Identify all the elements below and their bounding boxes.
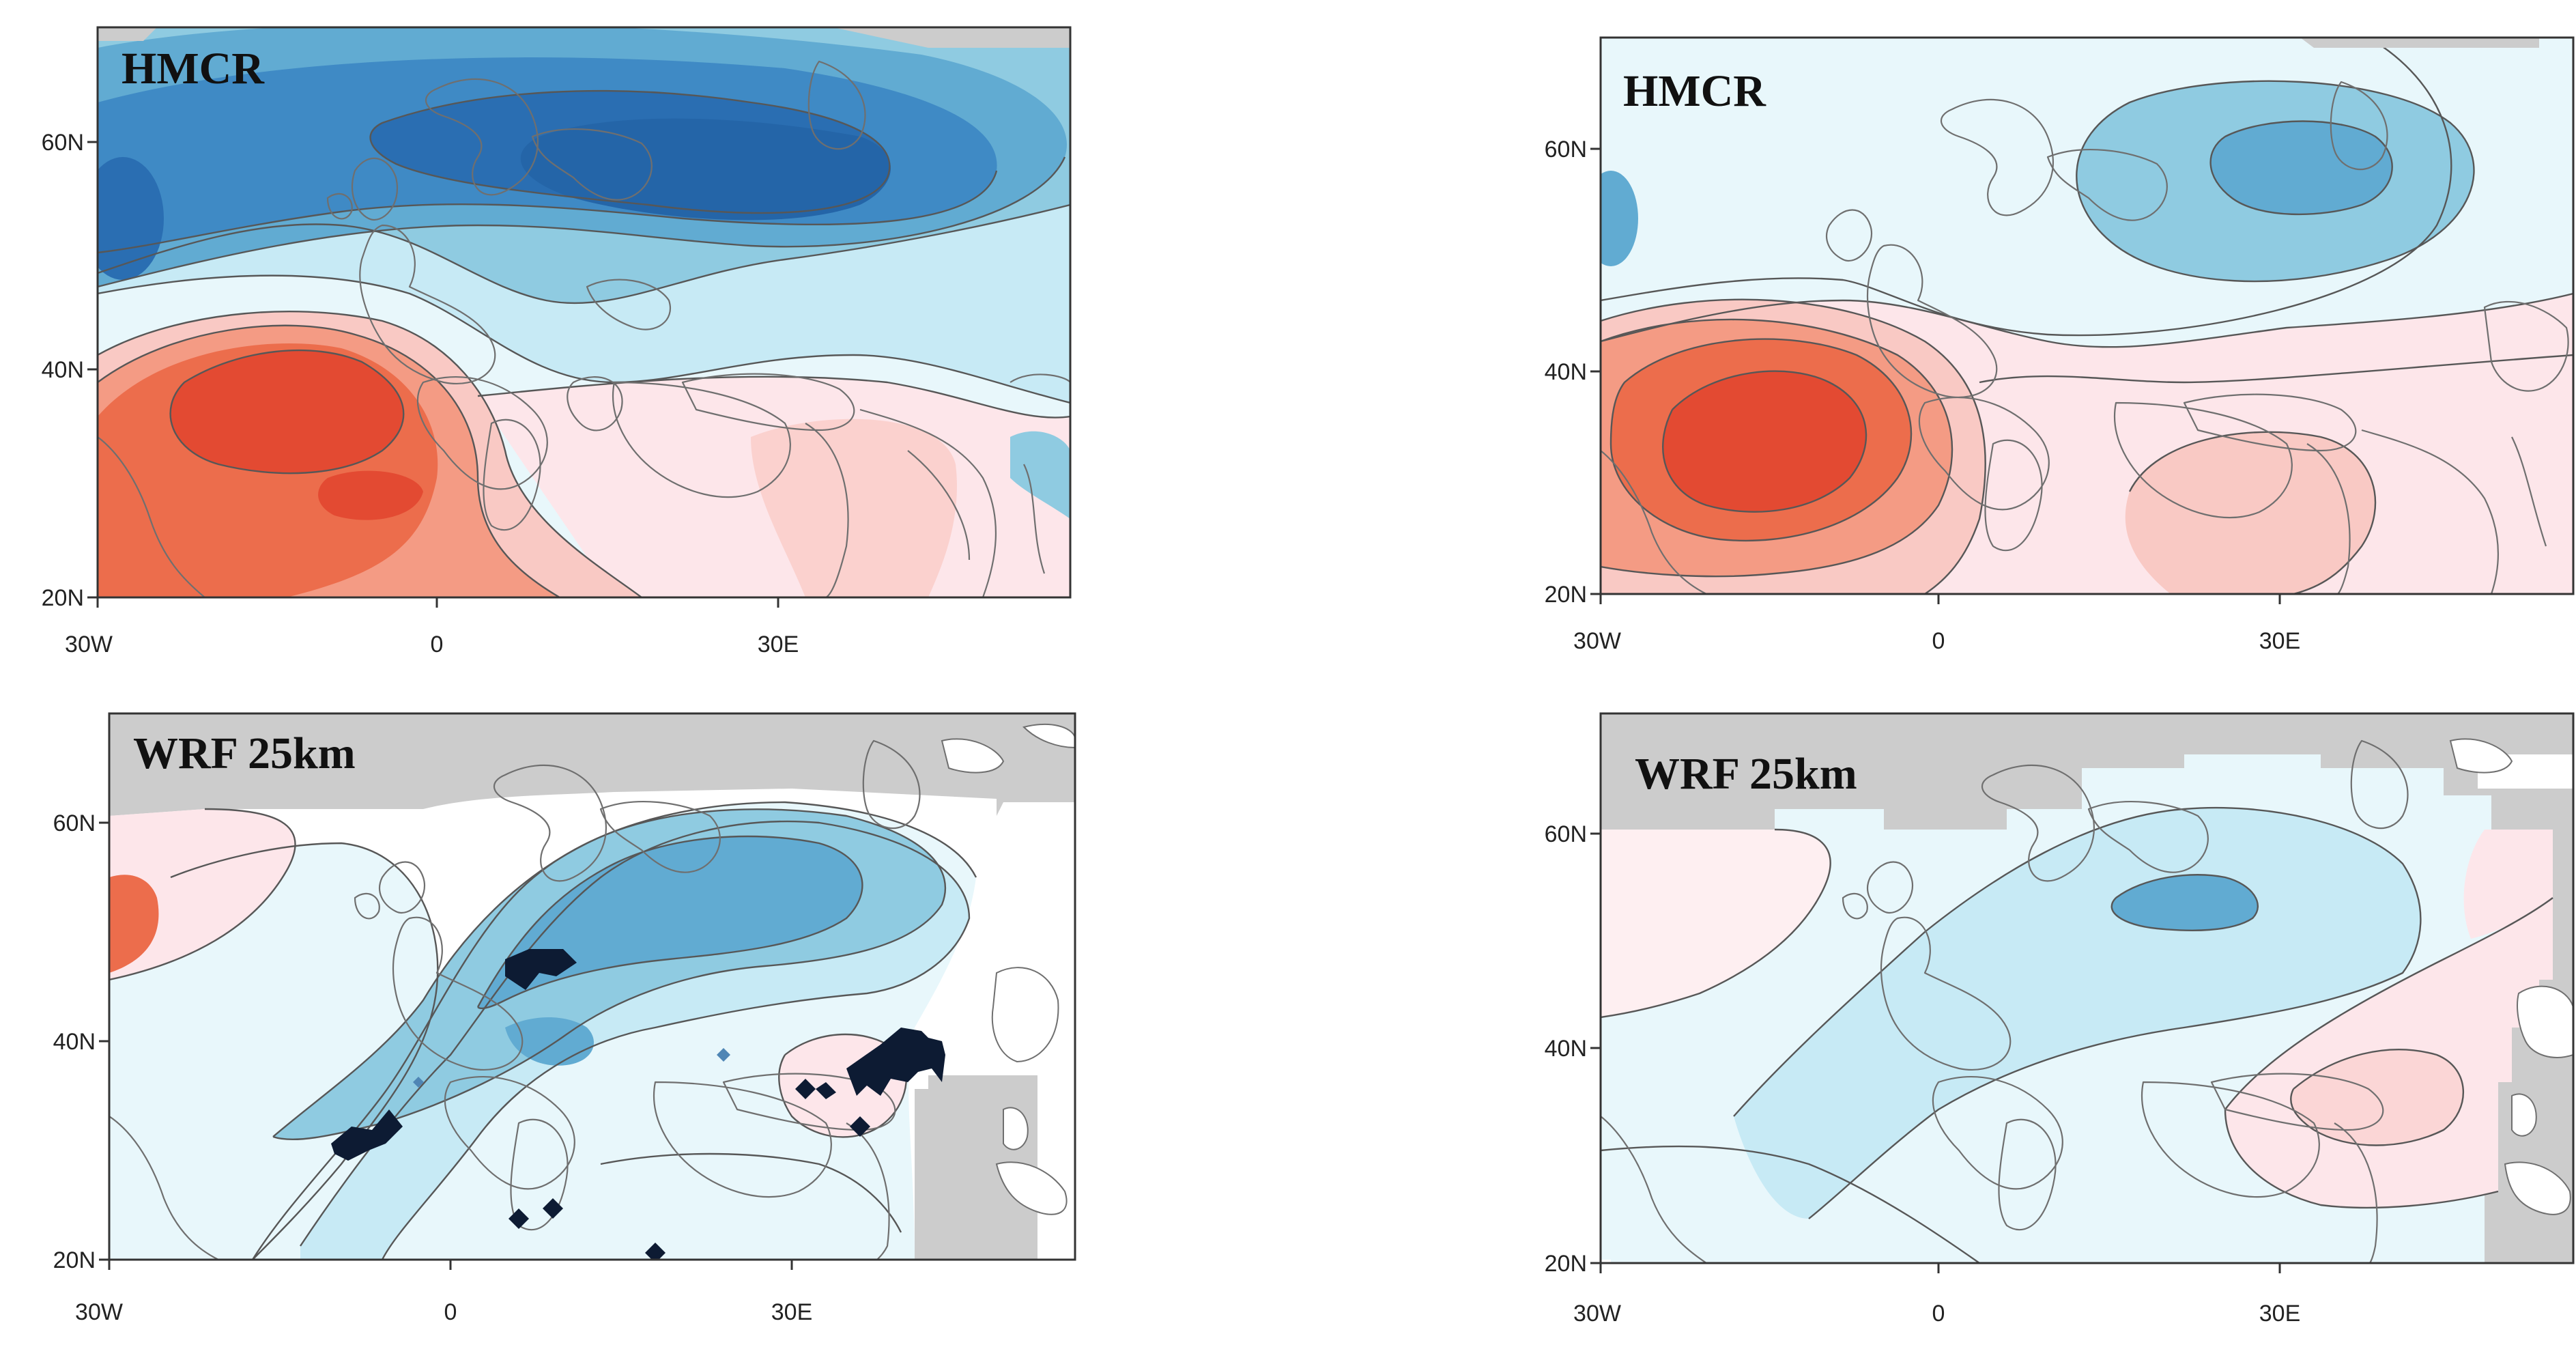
- significance-marker: [717, 1048, 730, 1062]
- x-tick-label: 30W: [1573, 628, 1621, 654]
- map-frame: [1599, 36, 2575, 595]
- significance-marker: [645, 1243, 666, 1260]
- x-tick-label: 30E: [2259, 628, 2301, 654]
- y-tick-label: 60N: [1545, 821, 1587, 847]
- y-tick-label: 60N: [42, 130, 84, 156]
- map-frame: [1599, 712, 2575, 1264]
- y-tick-label: 40N: [42, 357, 84, 383]
- y-tick-label: 20N: [1545, 1251, 1587, 1277]
- y-tick-label: 20N: [1545, 582, 1587, 608]
- significance-marker: [505, 949, 577, 990]
- y-tick-label: 20N: [53, 1247, 96, 1273]
- x-tick-label: 30E: [771, 1299, 813, 1325]
- y-tick-label: 20N: [42, 585, 84, 611]
- panel-title: HMCR: [121, 44, 265, 94]
- x-tick-label: 30E: [758, 632, 799, 657]
- panel-bottom-right: 60N 40N 20N 30W 0 30E WRF 25km: [1502, 672, 2576, 1345]
- panel-top-right: 60N 40N 20N 30W 0 30E HMCR: [1502, 0, 2576, 672]
- map-frame: [96, 26, 1072, 599]
- x-tick-label: 30W: [65, 632, 113, 657]
- map-bottom-right: 60N 40N 20N 30W 0 30E WRF 25km: [1545, 712, 2575, 1327]
- x-tick-label: 0: [1932, 1301, 1945, 1327]
- x-tick-label: 0: [1932, 628, 1945, 654]
- x-tick-label: 0: [431, 632, 444, 657]
- map-bottom-left: 60N 40N 20N 30W 0 30E WRF 25km: [53, 712, 1076, 1325]
- panel-top-left: 60N 40N 20N 30W 0 30E HMCR: [0, 0, 1288, 672]
- significance-marker: [850, 1116, 870, 1137]
- panel-title: WRF 25km: [133, 728, 356, 778]
- panel-bottom-left: 60N 40N 20N 30W 0 30E WRF 25km: [0, 672, 1288, 1345]
- significance-marker: [846, 1028, 945, 1096]
- significance-marker: [331, 1109, 403, 1161]
- x-tick-label: 30W: [75, 1299, 123, 1325]
- significance-marker: [795, 1079, 816, 1099]
- x-tick-label: 30E: [2259, 1301, 2301, 1327]
- map-top-right: 60N 40N 20N 30W 0 30E HMCR: [1545, 36, 2575, 654]
- y-tick-label: 40N: [53, 1029, 96, 1055]
- map-frame: [108, 712, 1076, 1261]
- significance-marker: [543, 1198, 563, 1219]
- panel-title: HMCR: [1623, 66, 1766, 116]
- panel-title: WRF 25km: [1635, 749, 1857, 799]
- y-tick-label: 40N: [1545, 359, 1587, 385]
- significance-marker: [413, 1077, 424, 1088]
- y-tick-label: 60N: [1545, 137, 1587, 162]
- x-tick-label: 0: [444, 1299, 457, 1325]
- x-tick-label: 30W: [1573, 1301, 1621, 1327]
- y-tick-label: 60N: [53, 810, 96, 836]
- map-top-left: 60N 40N 20N 30W 0 30E HMCR: [42, 26, 1072, 657]
- significance-marker: [509, 1208, 529, 1229]
- significance-marker: [816, 1082, 836, 1099]
- y-tick-label: 40N: [1545, 1036, 1587, 1062]
